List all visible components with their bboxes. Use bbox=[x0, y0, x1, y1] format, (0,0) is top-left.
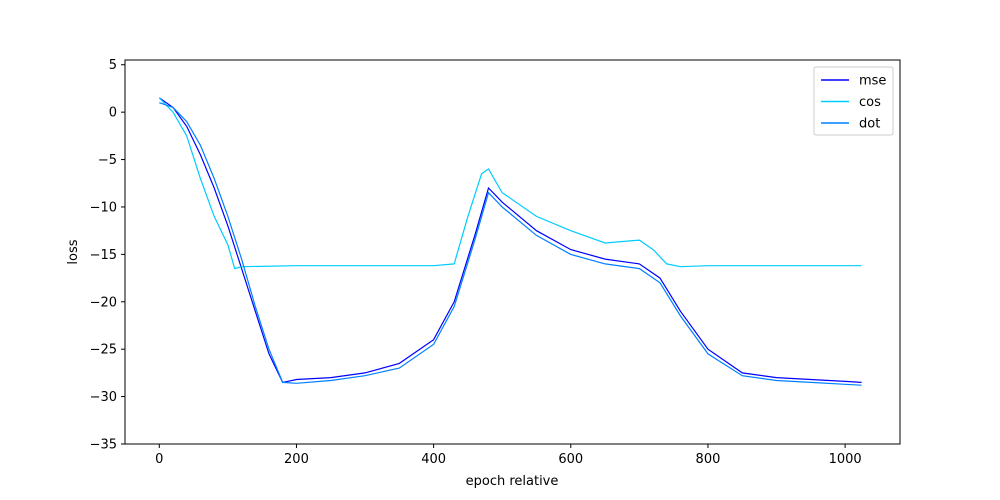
legend-label-dot: dot bbox=[859, 117, 880, 132]
x-tick-label: 1000 bbox=[829, 452, 862, 467]
y-tick-label: −35 bbox=[90, 438, 117, 453]
y-tick-label: −10 bbox=[90, 200, 117, 215]
series-layer bbox=[158, 97, 862, 386]
y-tick-label: 0 bbox=[109, 106, 117, 121]
x-tick-label: 400 bbox=[421, 452, 446, 467]
series-line-dot bbox=[159, 102, 862, 386]
legend-box bbox=[813, 66, 894, 136]
legend-label-cos: cos bbox=[859, 95, 881, 110]
x-tick-label: 200 bbox=[284, 452, 309, 467]
y-axis: 5 0 −5 −10 −15 −20 −25 −30 −35 bbox=[90, 58, 125, 453]
legend: mse cos dot bbox=[813, 66, 894, 136]
series-line-cos bbox=[158, 97, 862, 270]
x-tick-label: 0 bbox=[155, 452, 163, 467]
x-axis-label: epoch relative bbox=[466, 474, 559, 489]
x-tick-label: 800 bbox=[696, 452, 721, 467]
y-tick-label: −15 bbox=[90, 248, 117, 263]
y-tick-label: −20 bbox=[90, 295, 117, 310]
plot-frame bbox=[124, 59, 901, 445]
legend-label-mse: mse bbox=[859, 74, 886, 89]
y-tick-label: 5 bbox=[109, 58, 117, 73]
y-tick-label: −5 bbox=[98, 153, 117, 168]
y-tick-label: −30 bbox=[90, 390, 117, 405]
series-line-mse bbox=[158, 97, 862, 384]
x-tick-label: 600 bbox=[558, 452, 583, 467]
x-axis: 0 200 400 600 800 1000 bbox=[155, 444, 862, 467]
y-tick-label: −25 bbox=[90, 343, 117, 358]
y-axis-label: loss bbox=[66, 239, 81, 264]
